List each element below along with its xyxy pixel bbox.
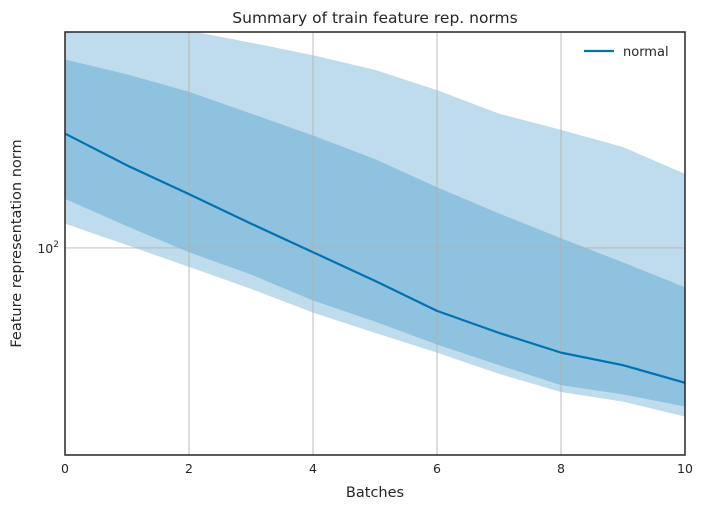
series-lines <box>65 132 685 384</box>
x-tick-label: 4 <box>309 461 317 476</box>
x-tick-label: 8 <box>557 461 565 476</box>
inner-band-normal <box>65 59 685 407</box>
x-tick-label: 2 <box>185 461 193 476</box>
x-axis-ticks: 0 2 4 6 8 10 <box>61 461 693 476</box>
legend: normal <box>584 45 669 60</box>
chart-title: Summary of train feature rep. norms <box>232 9 517 27</box>
outer-band-normal <box>65 32 685 417</box>
confidence-bands <box>65 32 685 417</box>
x-tick-label: 10 <box>677 461 693 476</box>
plot-area <box>64 31 686 456</box>
series-line-normal <box>65 132 685 384</box>
legend-label-normal: normal <box>623 45 669 60</box>
x-axis-label: Batches <box>346 485 404 501</box>
grid <box>65 32 685 455</box>
y-tick-label: 102 <box>37 240 59 256</box>
y-axis-ticks: 102 <box>37 240 59 256</box>
plot-background <box>65 32 685 455</box>
plot-frame <box>64 31 686 456</box>
x-tick-label: 6 <box>433 461 441 476</box>
y-axis-label: Feature representation norm <box>9 139 25 347</box>
x-tick-label: 0 <box>61 461 69 476</box>
